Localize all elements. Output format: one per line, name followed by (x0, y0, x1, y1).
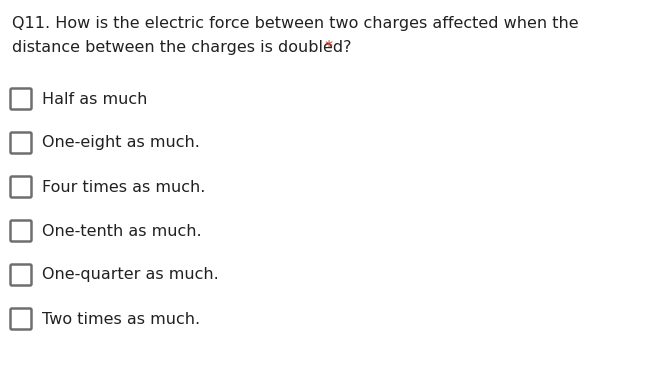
FancyBboxPatch shape (11, 308, 31, 329)
Text: Two times as much.: Two times as much. (42, 311, 200, 326)
Text: Half as much: Half as much (42, 91, 147, 107)
Text: *: * (320, 40, 333, 55)
FancyBboxPatch shape (11, 88, 31, 110)
Text: distance between the charges is doubled?: distance between the charges is doubled? (12, 40, 351, 55)
FancyBboxPatch shape (11, 220, 31, 241)
FancyBboxPatch shape (11, 264, 31, 285)
Text: Four times as much.: Four times as much. (42, 179, 205, 194)
Text: One-eight as much.: One-eight as much. (42, 135, 200, 150)
FancyBboxPatch shape (11, 176, 31, 197)
Text: One-tenth as much.: One-tenth as much. (42, 223, 202, 238)
Text: Q11. How is the electric force between two charges affected when the: Q11. How is the electric force between t… (12, 16, 578, 31)
FancyBboxPatch shape (11, 132, 31, 154)
Text: One-quarter as much.: One-quarter as much. (42, 267, 218, 282)
